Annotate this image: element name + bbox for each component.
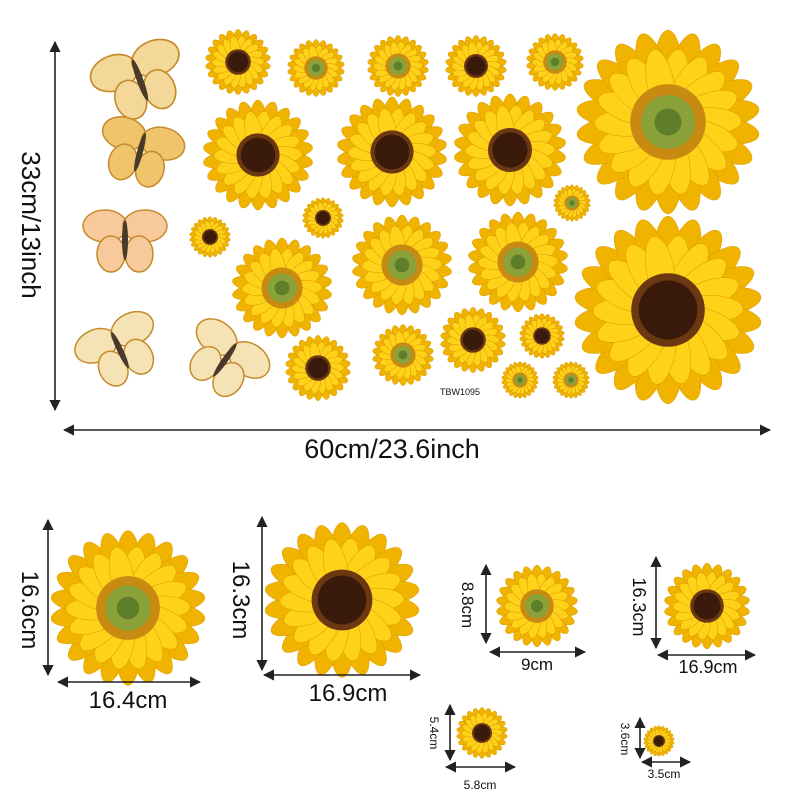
size-height: 16.3cm [227, 561, 254, 640]
flower-center [311, 63, 321, 73]
sunflower [287, 39, 345, 97]
body [134, 132, 146, 172]
sunflower [367, 35, 429, 97]
size-height: 3.6cm [618, 723, 632, 756]
flower-center [203, 230, 217, 244]
size-width: 16.9cm [309, 680, 388, 707]
size-height: 8.8cm [458, 582, 477, 628]
sunflower [203, 99, 313, 211]
flower-center [307, 357, 329, 379]
stickers [50, 29, 762, 759]
size-height: 5.4cm [427, 717, 441, 750]
sunflower [352, 214, 452, 316]
body [122, 220, 128, 260]
sunflower [643, 725, 675, 757]
flower-center [316, 211, 330, 225]
flower-center [492, 132, 528, 168]
butterfly [74, 310, 155, 387]
sunflower [574, 215, 762, 405]
height-label: 33cm/13inch [16, 151, 46, 298]
flower-center [374, 134, 410, 170]
flower-center [550, 57, 560, 67]
flower-center [531, 600, 543, 612]
wing [124, 235, 154, 273]
size-width: 5.8cm [464, 778, 497, 792]
sunflower [468, 211, 568, 313]
size-height: 16.6cm [16, 571, 43, 650]
sunflower [553, 184, 591, 222]
width-label: 60cm/23.6inch [304, 434, 480, 464]
sunflower [501, 361, 539, 399]
butterfly [189, 318, 271, 398]
sunflower [50, 530, 206, 686]
sunflower [440, 307, 506, 373]
flower-center [317, 575, 367, 625]
flower-center [227, 51, 249, 73]
flower-center [569, 200, 575, 206]
flower-center [510, 254, 526, 270]
sunflower [205, 29, 271, 95]
flower-center [116, 596, 140, 620]
flower-center [534, 328, 550, 344]
flower-center [517, 377, 523, 383]
size-width: 16.9cm [678, 657, 737, 677]
size-width: 3.5cm [648, 767, 681, 781]
sunflower [372, 324, 434, 386]
sunflower [454, 93, 566, 207]
flower-center [654, 736, 664, 746]
sunflower [337, 96, 447, 208]
sunflower [189, 216, 231, 258]
flower-center [462, 329, 484, 351]
sunflower [232, 237, 332, 339]
sunflower [526, 33, 584, 91]
butterfly [82, 209, 168, 273]
product-code: TBW1095 [440, 387, 480, 397]
body [213, 343, 237, 377]
flower-center [240, 137, 276, 173]
sunflower [445, 35, 507, 97]
sunflower [456, 707, 508, 759]
flower-center [638, 280, 698, 340]
flower-center [394, 257, 410, 273]
size-height: 16.3cm [629, 577, 649, 636]
sunflower [285, 335, 351, 401]
butterfly [101, 116, 186, 188]
sunflower [664, 562, 750, 650]
wing [96, 235, 126, 273]
sunflower [519, 313, 565, 359]
flower-center [654, 108, 682, 136]
flower-center [393, 61, 403, 71]
sunflower [302, 197, 344, 239]
body [131, 59, 149, 101]
sunflower [552, 361, 590, 399]
flower-center [568, 377, 574, 383]
flower-center [474, 725, 490, 741]
sunflower [264, 522, 420, 678]
flower-center [274, 280, 290, 296]
flower-center [398, 350, 408, 360]
body [111, 331, 129, 369]
size-width: 9cm [521, 655, 553, 674]
butterfly [89, 38, 180, 120]
sunflower [576, 29, 760, 215]
flower-center [466, 56, 486, 76]
sunflower [496, 564, 578, 648]
flower-center [693, 592, 721, 620]
size-width: 16.4cm [89, 687, 168, 714]
